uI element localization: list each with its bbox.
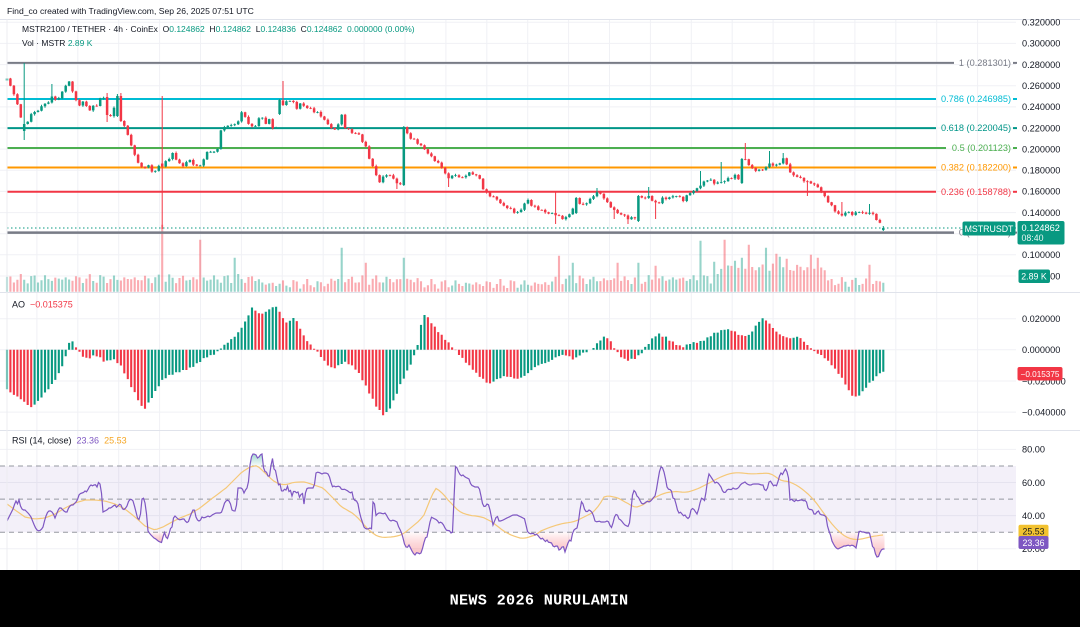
svg-text:0.236 (0.158788): 0.236 (0.158788) — [941, 187, 1011, 197]
svg-text:0.260000: 0.260000 — [1022, 81, 1060, 91]
svg-text:Find_co created with TradingVi: Find_co created with TradingView.com, Se… — [7, 6, 254, 16]
svg-text:0.280000: 0.280000 — [1022, 60, 1060, 70]
svg-text:AO −0.015375: AO −0.015375 — [12, 300, 73, 310]
svg-text:0.786 (0.246985): 0.786 (0.246985) — [941, 94, 1011, 104]
svg-text:−0.015375: −0.015375 — [1021, 370, 1060, 379]
svg-text:60.00: 60.00 — [1022, 478, 1045, 488]
svg-text:0.320000: 0.320000 — [1022, 18, 1060, 28]
svg-text:0.160000: 0.160000 — [1022, 187, 1060, 197]
svg-text:25.53: 25.53 — [1022, 527, 1044, 537]
svg-text:0.100000: 0.100000 — [1022, 250, 1060, 260]
svg-text:08:40: 08:40 — [1022, 233, 1044, 243]
svg-text:2.89 K: 2.89 K — [1021, 272, 1047, 282]
svg-text:NEWS 2026 NURULAMIN: NEWS 2026 NURULAMIN — [450, 592, 629, 610]
svg-text:0.124862: 0.124862 — [1022, 223, 1060, 233]
svg-text:0.220000: 0.220000 — [1022, 123, 1060, 133]
svg-text:0.5 (0.201123): 0.5 (0.201123) — [952, 143, 1011, 153]
svg-text:0.200000: 0.200000 — [1022, 144, 1060, 154]
svg-text:−0.020000: −0.020000 — [1022, 376, 1066, 386]
svg-text:0.180000: 0.180000 — [1022, 166, 1060, 176]
svg-text:23.36: 23.36 — [1022, 538, 1044, 548]
svg-text:0.020000: 0.020000 — [1022, 314, 1060, 324]
svg-text:MSTRUSDT: MSTRUSDT — [965, 224, 1014, 234]
svg-text:RSI (14, close) 23.36 25.53: RSI (14, close) 23.36 25.53 — [12, 436, 127, 446]
svg-text:80.00: 80.00 — [1022, 445, 1045, 455]
svg-text:0.618 (0.220045): 0.618 (0.220045) — [941, 123, 1011, 133]
svg-text:0.000000: 0.000000 — [1022, 345, 1060, 355]
svg-text:40.00: 40.00 — [1022, 511, 1045, 521]
svg-text:0.240000: 0.240000 — [1022, 102, 1060, 112]
svg-text:0.140000: 0.140000 — [1022, 208, 1060, 218]
svg-text:Vol · MSTR 2.89 K: Vol · MSTR 2.89 K — [22, 38, 93, 48]
svg-text:MSTR2100 / TETHER · 4h · CoinE: MSTR2100 / TETHER · 4h · CoinEx O0.12486… — [22, 24, 415, 34]
svg-text:0.300000: 0.300000 — [1022, 39, 1060, 49]
svg-text:−0.040000: −0.040000 — [1022, 407, 1066, 417]
svg-text:1 (0.281301): 1 (0.281301) — [959, 58, 1011, 68]
svg-text:0.382 (0.182200): 0.382 (0.182200) — [941, 163, 1011, 173]
